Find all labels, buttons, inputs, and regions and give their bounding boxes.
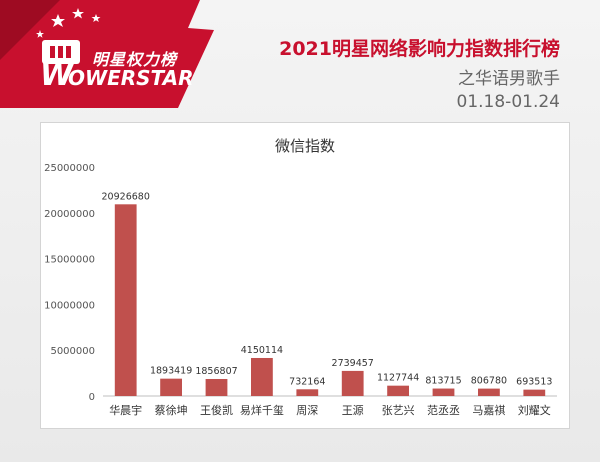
y-tick-label: 25000000	[44, 163, 95, 174]
chart-title: 微信指数	[274, 137, 335, 155]
bar	[160, 378, 182, 396]
bar-chart: 0 5000000 10000000 15000000 20000000 25000000…	[44, 163, 557, 417]
x-tick-label: 易烊千玺	[240, 403, 284, 417]
data-label: 1856807	[195, 366, 237, 377]
bar	[205, 378, 228, 396]
y-tick-label: 20000000	[44, 209, 95, 220]
x-tick-label: 华晨宇	[109, 403, 142, 417]
data-label: 732164	[289, 376, 325, 387]
y-tick-label: 0	[89, 392, 95, 403]
x-tick-label: 张艺兴	[382, 404, 415, 417]
data-label: 693513	[516, 377, 552, 388]
bar	[296, 389, 319, 396]
chart-panel: 微信指数 0 5000000 10000000 15000000 20000000 250…	[40, 122, 570, 429]
data-label: 813715	[425, 376, 461, 387]
star-icon	[36, 8, 101, 38]
bar	[478, 388, 500, 396]
logo-text-cn: 明星权力榜	[92, 50, 178, 69]
x-tick-label: 马嘉祺	[472, 403, 505, 417]
y-tick-label: 5000000	[50, 346, 95, 357]
data-label: 4150114	[241, 345, 283, 356]
logo-banner-shape	[0, 0, 214, 108]
logo-mark: W	[40, 58, 74, 93]
x-tick-label: 刘耀文	[518, 403, 551, 417]
y-tick-label: 10000000	[44, 300, 95, 311]
bar	[432, 388, 455, 396]
page-title: 2021明星网络影响力指数排行榜	[279, 38, 560, 60]
data-label: 1893419	[150, 366, 192, 377]
data-label: 20926680	[102, 191, 150, 202]
bar	[341, 370, 364, 396]
x-tick-label: 蔡徐坤	[155, 403, 188, 417]
x-tick-label: 王俊凯	[200, 403, 233, 417]
bar	[523, 389, 546, 396]
bar	[251, 357, 273, 396]
data-label: 1127744	[377, 373, 419, 384]
powerstar-logo: 明星权力榜 W OWERSTAR	[0, 0, 230, 110]
page-subtitle: 之华语男歌手	[458, 69, 560, 89]
logo-text-en: OWERSTAR	[68, 66, 194, 90]
bar	[114, 204, 137, 396]
bar	[387, 385, 409, 396]
x-tick-label: 周深	[296, 404, 318, 417]
y-tick-label: 15000000	[44, 255, 95, 266]
x-tick-label: 王源	[342, 403, 364, 417]
data-label: 2739457	[332, 358, 374, 369]
x-tick-label: 范丞丞	[427, 403, 460, 417]
data-label: 806780	[471, 376, 507, 387]
date-range: 01.18-01.24	[456, 92, 560, 112]
